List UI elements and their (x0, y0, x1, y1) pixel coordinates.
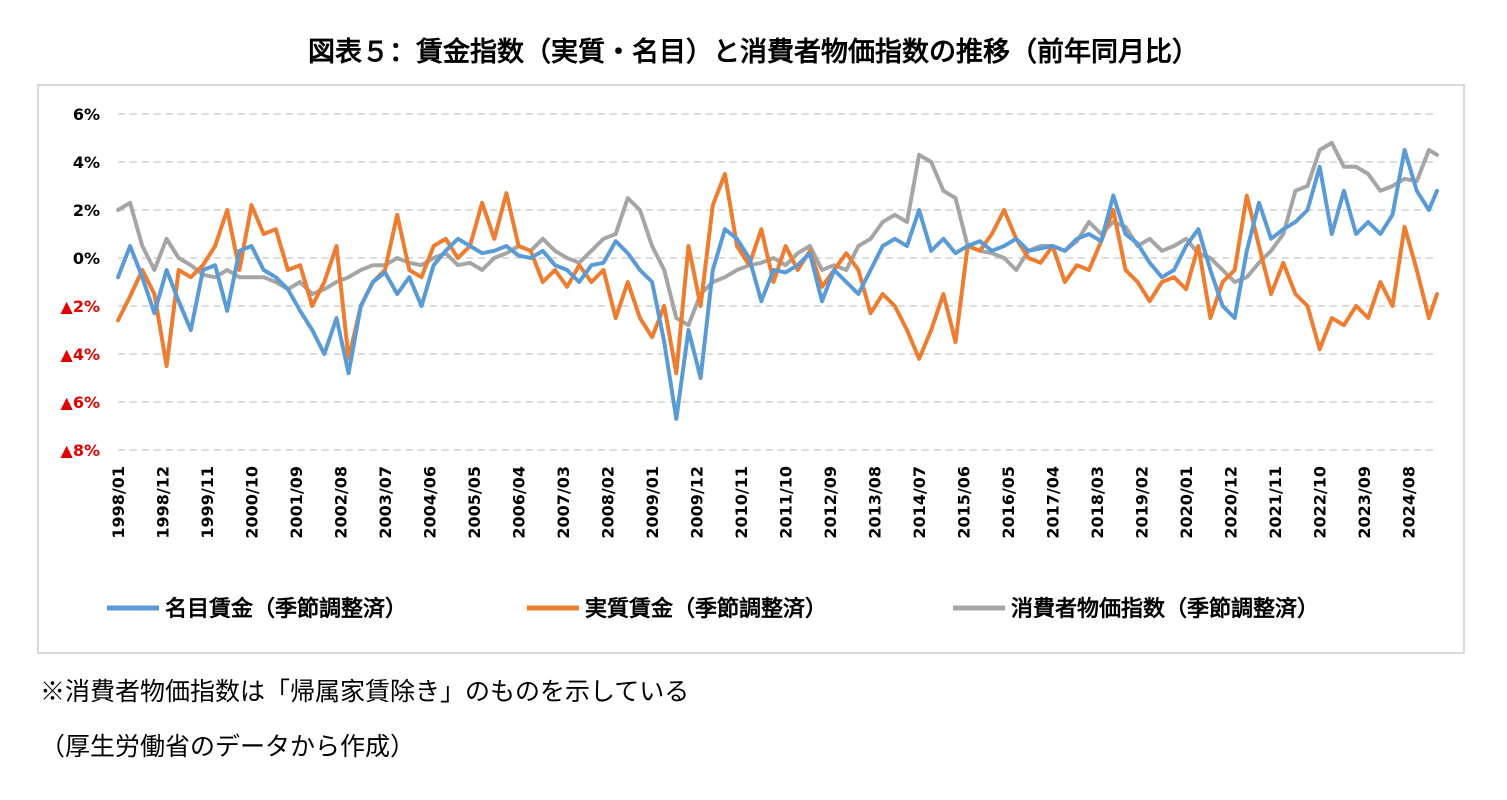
legend-label-nominal: 名目賃金（季節調整済） (165, 596, 407, 622)
x-tick-label: 1999/11 (198, 466, 217, 539)
y-tick-label: 6% (73, 105, 100, 124)
chart-title: 図表５：賃金指数（実質・名目）と消費者物価指数の推移（前年同月比） (308, 37, 1199, 68)
x-tick-label: 1998/12 (154, 466, 173, 539)
y-axis-ticks: 6% 4% 2% 0% ▲2% ▲4% ▲6% ▲8% (61, 105, 100, 460)
chart-frame (37, 84, 1465, 654)
x-tick-label: 2021/11 (1266, 466, 1285, 539)
y-tick-label: 2% (73, 201, 100, 220)
legend-label-cpi: 消費者物価指数（季節調整済） (1011, 596, 1319, 622)
y-tick-label: 0% (73, 249, 100, 268)
x-tick-label: 2008/02 (599, 466, 618, 539)
x-tick-label: 2004/06 (421, 466, 440, 539)
x-tick-label: 2023/09 (1355, 466, 1374, 539)
x-tick-label: 1998/01 (109, 466, 128, 539)
legend-label-real: 実質賃金（季節調整済） (585, 596, 827, 622)
x-tick-label: 2020/12 (1222, 466, 1241, 539)
x-tick-label: 2013/08 (866, 466, 885, 539)
x-tick-label: 2006/04 (510, 466, 529, 539)
x-tick-label: 2002/08 (332, 466, 351, 539)
x-tick-label: 2018/03 (1088, 466, 1107, 539)
x-tick-label: 2001/09 (287, 466, 306, 539)
x-tick-label: 2000/10 (243, 466, 262, 539)
footnote: ※消費者物価指数は「帰属家賃除き」のものを示している (40, 677, 690, 706)
source-note: （厚生労働省のデータから作成） (40, 732, 416, 761)
legend: 名目賃金（季節調整済） 実質賃金（季節調整済） 消費者物価指数（季節調整済） (107, 596, 1319, 622)
x-tick-label: 2011/10 (777, 466, 796, 539)
y-tick-label: 4% (73, 153, 100, 172)
x-tick-label: 2024/08 (1400, 466, 1419, 539)
x-tick-label: 2019/02 (1133, 466, 1152, 539)
x-tick-label: 2022/10 (1311, 466, 1330, 539)
series-lines (116, 140, 1439, 421)
x-tick-label: 2016/05 (999, 466, 1018, 539)
x-tick-label: 2020/01 (1177, 466, 1196, 539)
x-tick-label: 2010/11 (732, 466, 751, 539)
y-tick-label: ▲8% (61, 441, 100, 460)
y-tick-label: ▲4% (61, 345, 100, 364)
y-tick-label: ▲6% (61, 393, 100, 412)
x-tick-label: 2012/09 (821, 466, 840, 539)
series-line-real (116, 172, 1439, 376)
series-line-nominal (116, 148, 1439, 421)
x-tick-label: 2017/04 (1044, 466, 1063, 539)
x-tick-label: 2015/06 (955, 466, 974, 539)
x-tick-label: 2009/12 (688, 466, 707, 539)
x-tick-label: 2003/07 (376, 466, 395, 539)
y-tick-label: ▲2% (61, 297, 100, 316)
x-axis-ticks: 1998/01 1998/12 1999/11 2000/10 2001/09 2002/… (109, 466, 1419, 539)
x-tick-label: 2009/01 (643, 466, 662, 539)
x-tick-label: 2007/03 (554, 466, 573, 539)
x-tick-label: 2005/05 (465, 466, 484, 539)
x-tick-label: 2014/07 (910, 466, 929, 539)
